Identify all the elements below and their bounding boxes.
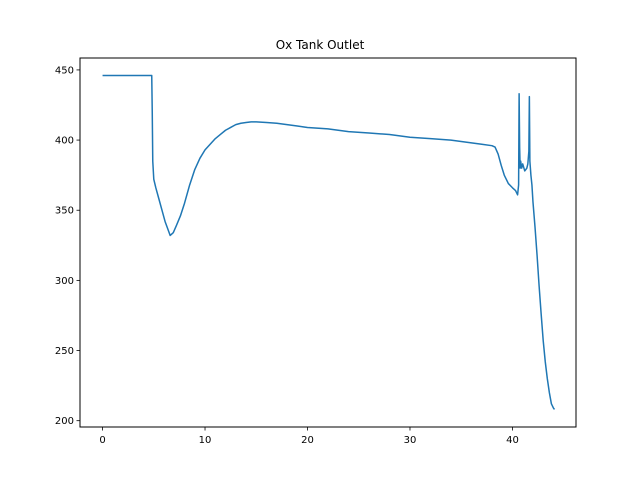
series-line <box>102 74 556 410</box>
x-tick-label: 30 <box>404 435 417 446</box>
chart-title: Ox Tank Outlet <box>276 38 365 52</box>
y-tick-label: 200 <box>55 416 74 427</box>
y-tick-label: 350 <box>55 206 74 217</box>
y-tick-label: 400 <box>55 136 74 147</box>
x-tick-label: 40 <box>506 435 519 446</box>
x-tick-label: 10 <box>199 435 212 446</box>
x-tick-label: 20 <box>301 435 314 446</box>
plot-frame <box>79 57 577 428</box>
x-axis-ticks: 0 10 20 30 40 <box>99 427 519 446</box>
y-tick-label: 450 <box>55 65 74 76</box>
y-tick-label: 300 <box>55 276 74 287</box>
y-axis-ticks: 200 250 300 350 400 450 <box>55 65 80 427</box>
x-tick-label: 0 <box>99 435 105 446</box>
y-tick-label: 250 <box>55 346 74 357</box>
